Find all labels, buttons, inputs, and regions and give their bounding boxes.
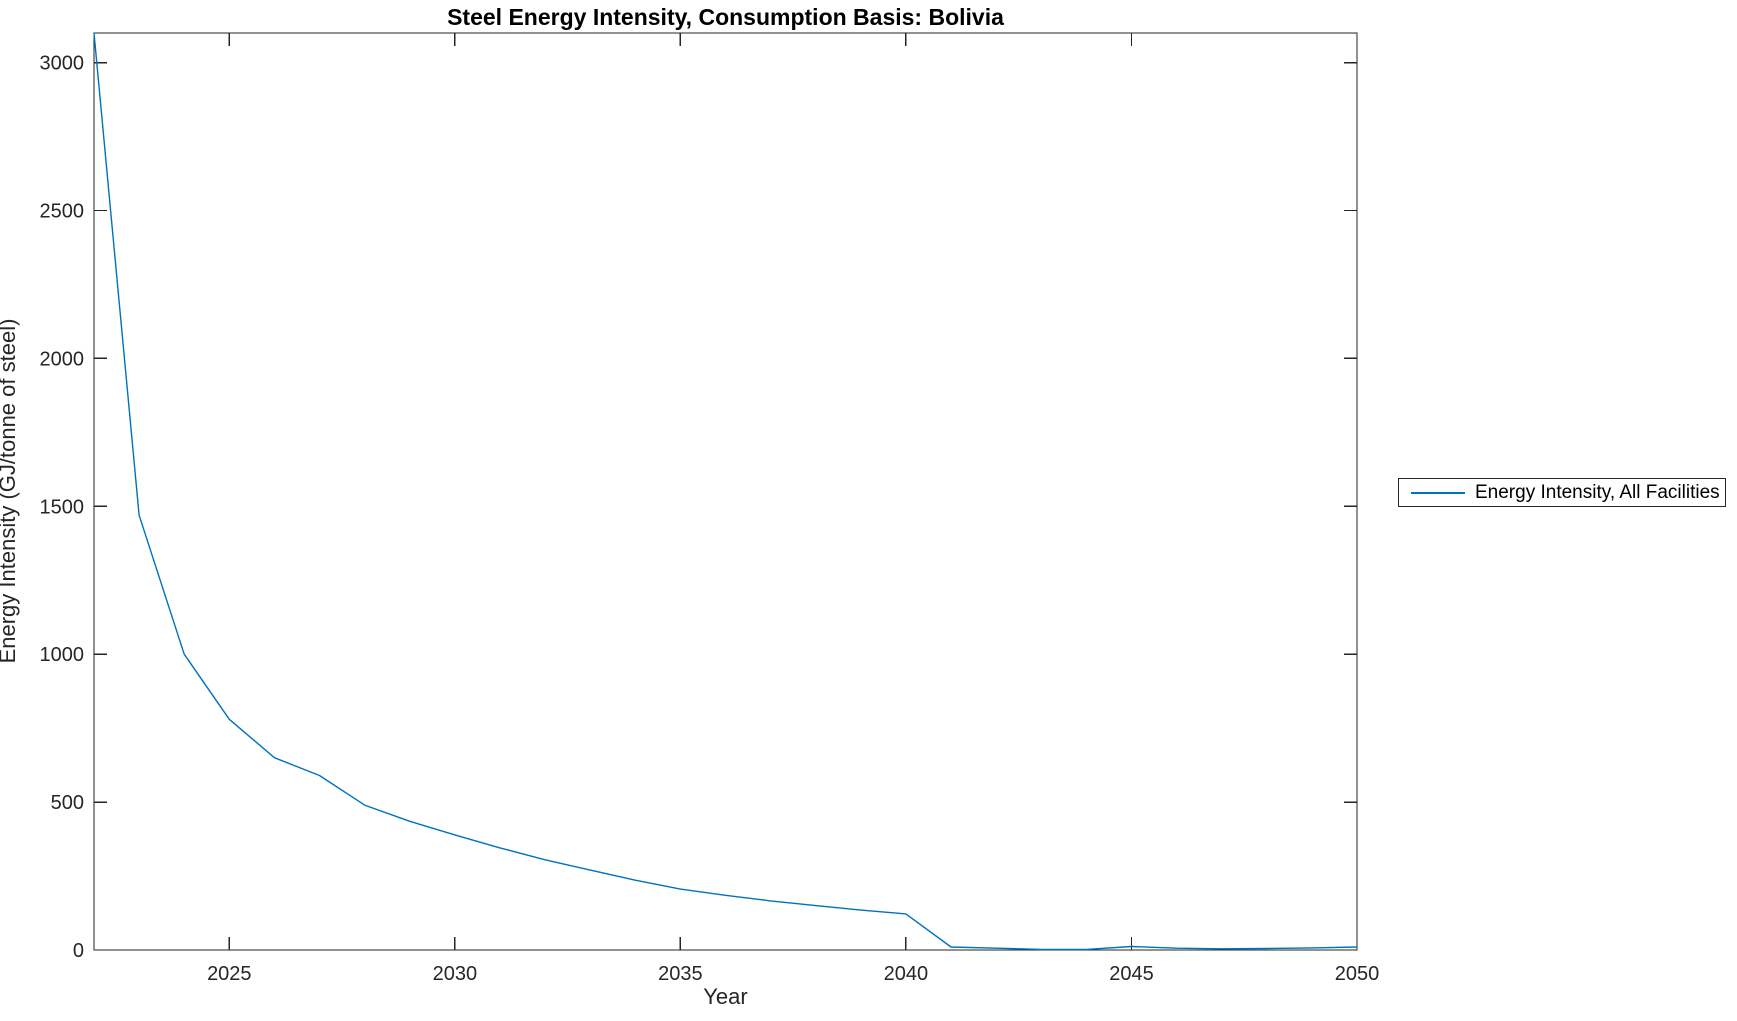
x-tick-label: 2045 bbox=[1109, 963, 1154, 985]
x-tick-label: 2040 bbox=[884, 963, 929, 985]
y-tick-label: 1500 bbox=[40, 496, 85, 518]
x-tick-label: 2035 bbox=[658, 963, 703, 985]
y-tick-label: 3000 bbox=[40, 53, 85, 75]
y-tick-label: 2500 bbox=[40, 200, 85, 222]
x-tick-label: 2030 bbox=[433, 963, 478, 985]
x-axis-label: Year bbox=[703, 984, 748, 1009]
axes-box bbox=[93, 32, 1358, 951]
x-tick-label: 2050 bbox=[1335, 963, 1380, 985]
data-line-energy-intensity bbox=[93, 32, 1358, 951]
y-tick-label: 0 bbox=[73, 940, 84, 962]
legend-line-sample-icon bbox=[1411, 491, 1465, 494]
y-tick-label: 2000 bbox=[40, 348, 85, 370]
y-axis-label: Energy Intensity (GJ/tonne of steel) bbox=[0, 318, 20, 664]
chart-title: Steel Energy Intensity, Consumption Basi… bbox=[447, 4, 1004, 30]
y-tick-label: 500 bbox=[51, 792, 84, 814]
x-tick-label: 2025 bbox=[207, 963, 252, 985]
legend: Energy Intensity, All Facilities bbox=[1398, 478, 1726, 507]
legend-item-label: Energy Intensity, All Facilities bbox=[1475, 481, 1720, 503]
y-tick-label: 1000 bbox=[40, 644, 85, 666]
